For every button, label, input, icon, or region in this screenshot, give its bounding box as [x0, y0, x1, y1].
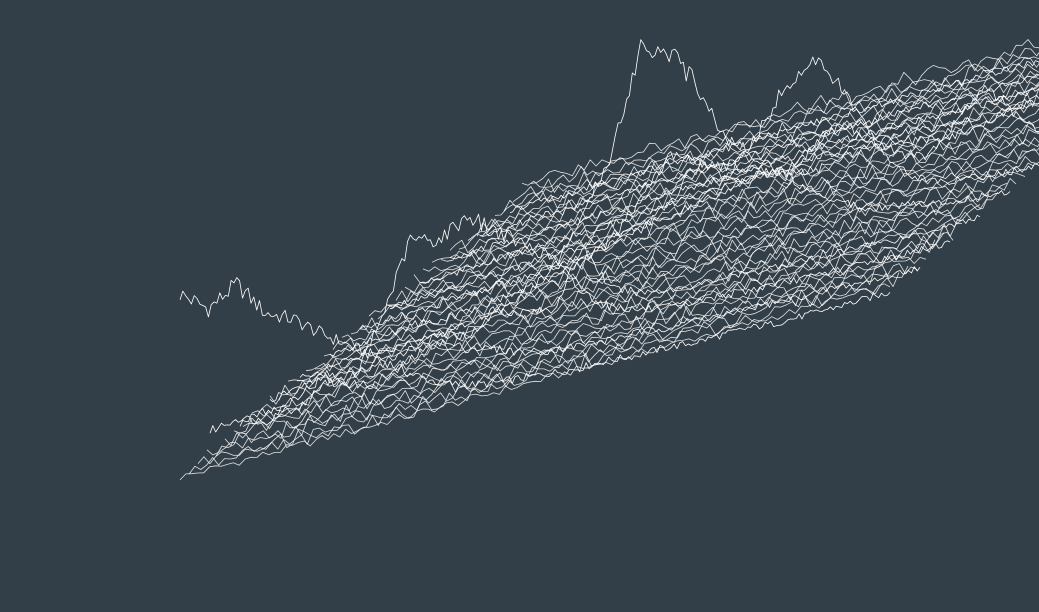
floor-trace: [485, 70, 1039, 229]
floor-trace: [440, 88, 1039, 262]
floor-trace: [458, 83, 1039, 250]
floor-trace: [296, 182, 1008, 382]
floor-trace: [332, 156, 1039, 351]
floor-trace: [224, 239, 936, 446]
floor-trace: [386, 124, 1039, 308]
series-line: [359, 84, 1039, 330]
floor-trace: [197, 265, 909, 465]
series-line: [299, 39, 1011, 378]
floor-trace: [314, 172, 1026, 370]
floor-trace: [188, 272, 900, 475]
series-line: [209, 266, 921, 434]
series-line: [389, 100, 1039, 310]
floor-trace: [521, 48, 1039, 188]
floor-trace: [449, 84, 1039, 254]
floor-trace: [377, 129, 1039, 320]
floor-trace: [431, 103, 1039, 263]
series-layer: [179, 39, 1039, 481]
floor-trace: [413, 108, 1039, 284]
floor-trace: [278, 193, 990, 401]
floor-trace: [215, 255, 927, 457]
floor-trace: [260, 211, 972, 410]
floor-trace: [233, 232, 945, 434]
series-line: [239, 213, 951, 427]
floor-trace: [269, 204, 981, 405]
floor-trace: [476, 73, 1039, 237]
floor-trace: [530, 39, 1039, 184]
floor-trace: [287, 191, 999, 383]
floor-trace: [422, 102, 1039, 272]
floor-trace: [242, 231, 954, 427]
floor-trace: [350, 147, 1039, 335]
series-line: [179, 277, 891, 390]
floor-trace: [323, 162, 1035, 358]
floor-trace: [494, 63, 1039, 216]
series-line: [329, 56, 1039, 358]
floor-trace: [179, 283, 891, 481]
floor-trace: [206, 263, 918, 456]
floor-trace: [359, 137, 1039, 331]
floor-trace: [368, 138, 1039, 317]
series-line: [419, 94, 1039, 284]
floor-trace: [404, 116, 1039, 295]
series-line: [509, 60, 1039, 214]
